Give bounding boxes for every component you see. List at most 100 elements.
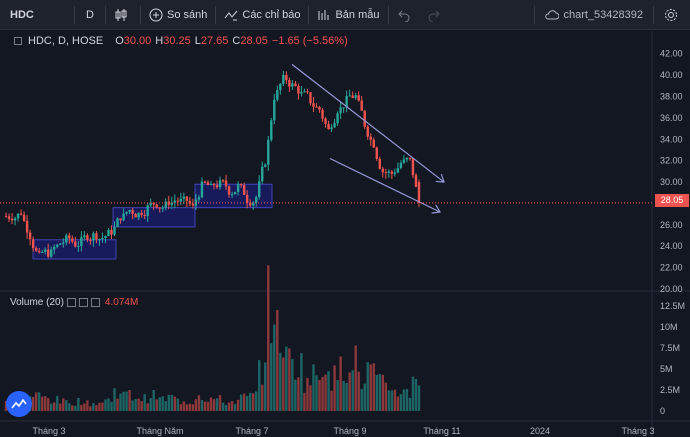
- collapse-icon[interactable]: [14, 37, 22, 45]
- volume-bar: [218, 394, 222, 411]
- candle-body: [270, 120, 273, 140]
- candle-body: [170, 202, 173, 205]
- candle-body: [264, 164, 267, 167]
- candle-body: [19, 213, 23, 215]
- volume-bar: [104, 399, 107, 411]
- legend-open-value: 30.00: [123, 35, 152, 47]
- candle-body: [294, 83, 297, 87]
- candle-body: [267, 139, 270, 165]
- volume-bar: [107, 398, 110, 411]
- volume-bar: [381, 374, 385, 411]
- volume-bar: [209, 397, 213, 411]
- volume-bar: [176, 398, 180, 411]
- templates-label: Bản mẫu: [335, 8, 380, 21]
- candle-body: [89, 239, 92, 241]
- candle-body: [164, 201, 167, 208]
- indicators-label: Các chỉ báo: [242, 8, 301, 21]
- candle-body: [324, 118, 327, 124]
- volume-value: 4.074M: [104, 297, 139, 308]
- candle-body: [306, 91, 309, 93]
- candle-body: [56, 244, 59, 247]
- volume-bar: [89, 406, 92, 411]
- volume-bar: [309, 385, 312, 411]
- candle-body: [273, 99, 276, 121]
- volume-bar: [65, 400, 68, 411]
- compare-button[interactable]: So sánh: [143, 0, 213, 30]
- candle-body: [77, 245, 80, 247]
- candle-body: [107, 229, 110, 237]
- volume-bar: [393, 389, 397, 411]
- volume-bar: [119, 393, 122, 411]
- candle-body: [345, 95, 348, 108]
- candle-body: [224, 180, 228, 187]
- volume-bar: [188, 403, 192, 411]
- volume-bar: [143, 394, 146, 411]
- volume-bar: [83, 403, 86, 411]
- volume-bar: [264, 362, 267, 411]
- volume-bar: [357, 371, 360, 411]
- candle-body: [393, 172, 397, 174]
- volume-bar: [279, 352, 282, 411]
- candle-body: [179, 198, 183, 202]
- indicators-button[interactable]: Các chỉ báo: [218, 0, 306, 30]
- volume-bar: [270, 343, 273, 411]
- volume-bar: [258, 360, 261, 411]
- volume-tick-label: 2.5M: [660, 385, 680, 395]
- settings-small-icon[interactable]: [78, 298, 88, 307]
- candle-body: [68, 235, 71, 239]
- candle-body: [330, 127, 333, 130]
- chart-layout-button[interactable]: chart_53428392: [537, 8, 651, 22]
- volume-bar: [152, 390, 155, 411]
- candle-body: [339, 107, 342, 114]
- chart-area[interactable]: 42.00 40.00 38.00 36.00 34.00 32.00 30.00 26.00…: [0, 31, 690, 437]
- volume-bar: [351, 370, 354, 411]
- candle-body: [312, 103, 315, 107]
- legend-open-label: O: [115, 35, 124, 47]
- price-tick-label: 22.00: [660, 263, 683, 273]
- interval-button[interactable]: D: [77, 0, 103, 30]
- candle-body: [285, 74, 288, 81]
- volume-bar: [122, 391, 125, 411]
- redo-button[interactable]: [421, 0, 451, 30]
- candlestick-icon: [114, 8, 128, 22]
- undo-button[interactable]: [391, 0, 421, 30]
- candle-body: [303, 91, 306, 93]
- price-tick-label: 30.00: [660, 177, 683, 187]
- templates-button[interactable]: Bản mẫu: [311, 0, 385, 30]
- candle-body: [411, 158, 415, 176]
- close-small-icon[interactable]: [90, 298, 100, 307]
- chart-canvas[interactable]: 42.00 40.00 38.00 36.00 34.00 32.00 30.00 26.00…: [0, 31, 690, 437]
- volume-bar: [227, 402, 231, 411]
- tradingview-logo-icon[interactable]: [6, 391, 32, 417]
- time-tick-label: Tháng 3: [32, 426, 65, 436]
- time-tick-label: 2024: [530, 426, 550, 436]
- legend-high-value: 30.25: [163, 35, 191, 47]
- settings-button[interactable]: [656, 0, 690, 30]
- volume-bar: [402, 389, 406, 411]
- volume-bar: [366, 362, 369, 411]
- visibility-icon[interactable]: [66, 298, 76, 307]
- candle-body: [245, 194, 249, 203]
- symbol-search[interactable]: HDC: [0, 0, 72, 30]
- volume-bar: [336, 379, 339, 411]
- volume-bar: [86, 400, 89, 411]
- top-toolbar: HDC D So sánh Các chỉ báo Bản mẫu: [0, 0, 690, 30]
- legend-low-value: 27.65: [200, 35, 229, 47]
- volume-bar: [137, 398, 140, 411]
- volume-bar: [339, 356, 342, 411]
- candle-body: [251, 202, 255, 206]
- candle-body: [140, 212, 143, 215]
- time-tick-label: Tháng 3: [621, 426, 654, 436]
- volume-bar: [131, 400, 134, 411]
- time-tick-label: Tháng 11: [423, 426, 460, 436]
- toolbar-divider: [653, 6, 654, 24]
- volume-bar: [267, 265, 270, 411]
- volume-bar: [396, 396, 400, 411]
- volume-bar: [164, 401, 167, 411]
- candle-body: [197, 197, 201, 200]
- volume-bar: [414, 379, 418, 411]
- volume-bar: [417, 385, 421, 411]
- chart-name-label: chart_53428392: [563, 9, 643, 21]
- chart-type-button[interactable]: [108, 0, 138, 30]
- volume-bar: [212, 399, 216, 411]
